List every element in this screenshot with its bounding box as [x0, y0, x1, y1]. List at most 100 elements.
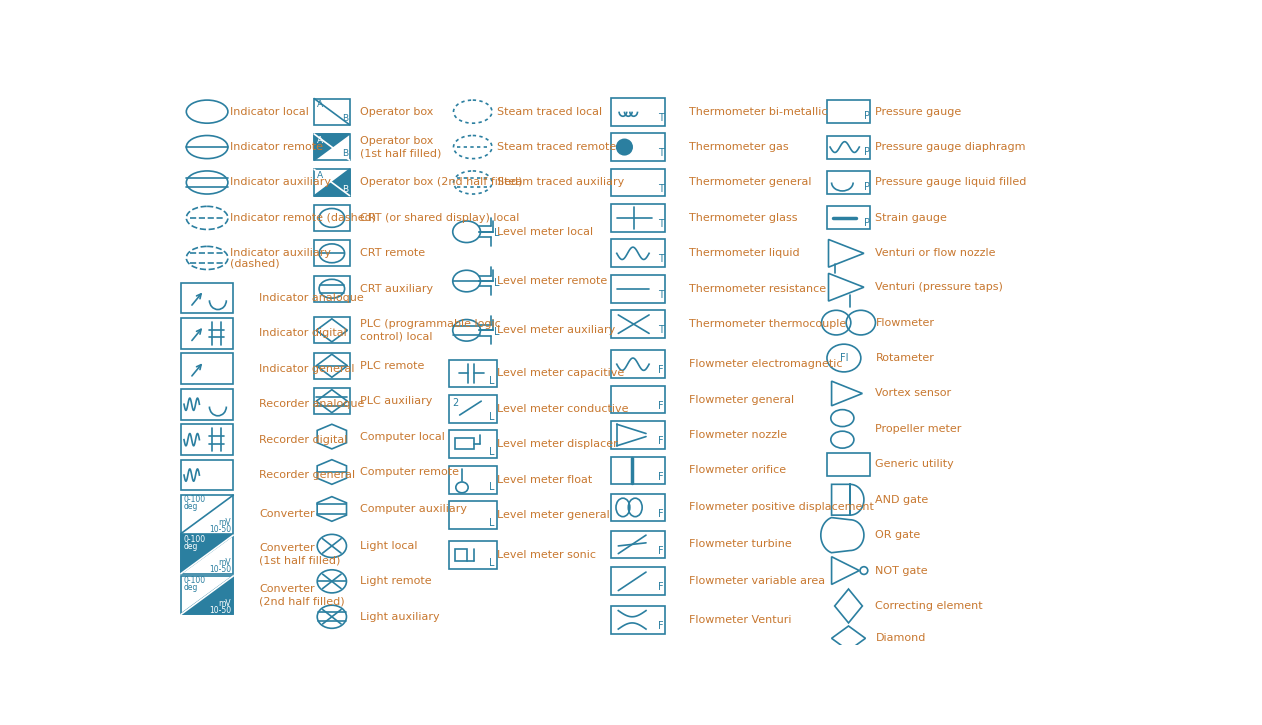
Text: Flowmeter positive displacement: Flowmeter positive displacement [689, 502, 875, 513]
Bar [314, 388, 350, 414]
Text: Thermometer glass: Thermometer glass [689, 213, 798, 223]
Text: control) local: control) local [360, 331, 432, 341]
Text: PLC auxiliary: PLC auxiliary [360, 396, 432, 406]
Text: 10-50: 10-50 [208, 606, 231, 615]
Text: P: P [864, 146, 870, 157]
Text: L: L [488, 482, 495, 492]
Text: Flowmeter general: Flowmeter general [689, 394, 794, 405]
Text: Operator box (2nd half filled): Operator box (2nd half filled) [360, 178, 522, 188]
Text: T: T [658, 113, 664, 123]
Bar [314, 204, 350, 231]
Text: F: F [658, 472, 663, 481]
Text: Generic utility: Generic utility [876, 460, 954, 469]
Text: mV: mV [218, 518, 231, 527]
Bar [611, 606, 665, 634]
Text: Indicator general: Indicator general [260, 364, 355, 374]
Text: L: L [495, 327, 500, 337]
Text: Flowmeter: Flowmeter [876, 318, 934, 328]
Text: Recorder analoque: Recorder analoque [260, 399, 365, 409]
Text: Level meter displacer: Level meter displacer [497, 439, 618, 450]
Text: F: F [658, 621, 663, 631]
Text: Flowmeter electromagnetic: Flowmeter electromagnetic [689, 359, 843, 369]
Text: FI: FI [839, 353, 848, 363]
Text: 0-100: 0-100 [183, 576, 206, 585]
Bar [827, 452, 870, 476]
Text: Computer local: Computer local [360, 431, 444, 442]
Bar [611, 310, 665, 338]
Polygon shape [180, 535, 233, 573]
Text: T: T [658, 219, 664, 229]
Text: Indicator remote (dashed): Indicator remote (dashed) [230, 213, 376, 223]
Text: T: T [658, 290, 664, 300]
Bar [180, 576, 233, 615]
Text: A: A [317, 171, 323, 180]
Text: A: A [317, 136, 323, 144]
Text: T: T [658, 148, 664, 158]
Text: OR gate: OR gate [876, 530, 921, 540]
Text: Pressure gauge: Pressure gauge [876, 107, 962, 117]
Text: Flowmeter Venturi: Flowmeter Venturi [689, 615, 791, 625]
Ellipse shape [617, 139, 632, 154]
Bar [611, 494, 665, 521]
Bar [611, 386, 665, 413]
Text: Vortex sensor: Vortex sensor [876, 389, 952, 399]
Text: A: A [317, 100, 323, 109]
Text: F: F [658, 365, 663, 376]
Text: Steam traced remote: Steam traced remote [497, 142, 617, 152]
Text: Indicator analoque: Indicator analoque [260, 293, 365, 303]
Text: Rotameter: Rotameter [876, 353, 934, 363]
Text: Thermometer general: Thermometer general [689, 178, 811, 188]
Text: P: P [864, 218, 870, 228]
Text: CRT (or shared display) local: CRT (or shared display) local [360, 213, 519, 223]
Text: CRT auxiliary: CRT auxiliary [360, 283, 433, 294]
Bar [611, 531, 665, 558]
Bar [456, 549, 467, 561]
Text: Indicator digital: Indicator digital [260, 328, 347, 339]
Text: Thermometer gas: Thermometer gas [689, 142, 789, 152]
Text: Converter: Converter [260, 584, 316, 594]
Text: 0-100: 0-100 [183, 535, 206, 544]
Text: F: F [658, 545, 663, 555]
Text: Level meter conductive: Level meter conductive [497, 404, 628, 414]
Text: B: B [342, 185, 348, 194]
Text: Recorder general: Recorder general [260, 470, 356, 480]
Text: F: F [658, 401, 663, 411]
Text: Level meter local: Level meter local [497, 227, 593, 237]
Text: Thermometer resistance: Thermometer resistance [689, 283, 827, 294]
Polygon shape [314, 170, 350, 196]
Bar [449, 466, 497, 494]
Text: B: B [342, 149, 348, 159]
Text: 2: 2 [452, 398, 458, 407]
Text: L: L [488, 447, 495, 457]
Text: deg: deg [183, 502, 198, 511]
Text: Light remote: Light remote [360, 576, 432, 587]
Text: (dashed): (dashed) [230, 258, 280, 268]
Text: B: B [342, 114, 348, 123]
Text: L: L [488, 376, 495, 386]
Bar [827, 136, 870, 159]
Bar [611, 350, 665, 378]
Text: Diamond: Diamond [876, 634, 926, 643]
Text: (1st half filled): (1st half filled) [360, 148, 440, 158]
Bar [314, 276, 350, 302]
Text: Recorder digital: Recorder digital [260, 435, 348, 444]
Text: Level meter remote: Level meter remote [497, 276, 607, 286]
Text: F: F [658, 508, 663, 518]
Bar [314, 99, 350, 125]
Text: Flowmeter turbine: Flowmeter turbine [689, 539, 791, 550]
Bar [180, 535, 233, 573]
Bar [449, 431, 497, 458]
Bar [611, 204, 665, 232]
Text: F: F [658, 436, 663, 446]
Text: L: L [488, 518, 495, 528]
Bar [180, 318, 233, 349]
Bar [180, 389, 233, 420]
Text: Strain gauge: Strain gauge [876, 213, 948, 223]
Text: T: T [658, 183, 664, 194]
Text: L: L [495, 278, 500, 288]
Text: P: P [864, 182, 870, 192]
Text: Light local: Light local [360, 541, 416, 551]
Text: Computer remote: Computer remote [360, 467, 458, 477]
Bar [611, 457, 665, 484]
Text: Venturi or flow nozzle: Venturi or flow nozzle [876, 249, 996, 258]
